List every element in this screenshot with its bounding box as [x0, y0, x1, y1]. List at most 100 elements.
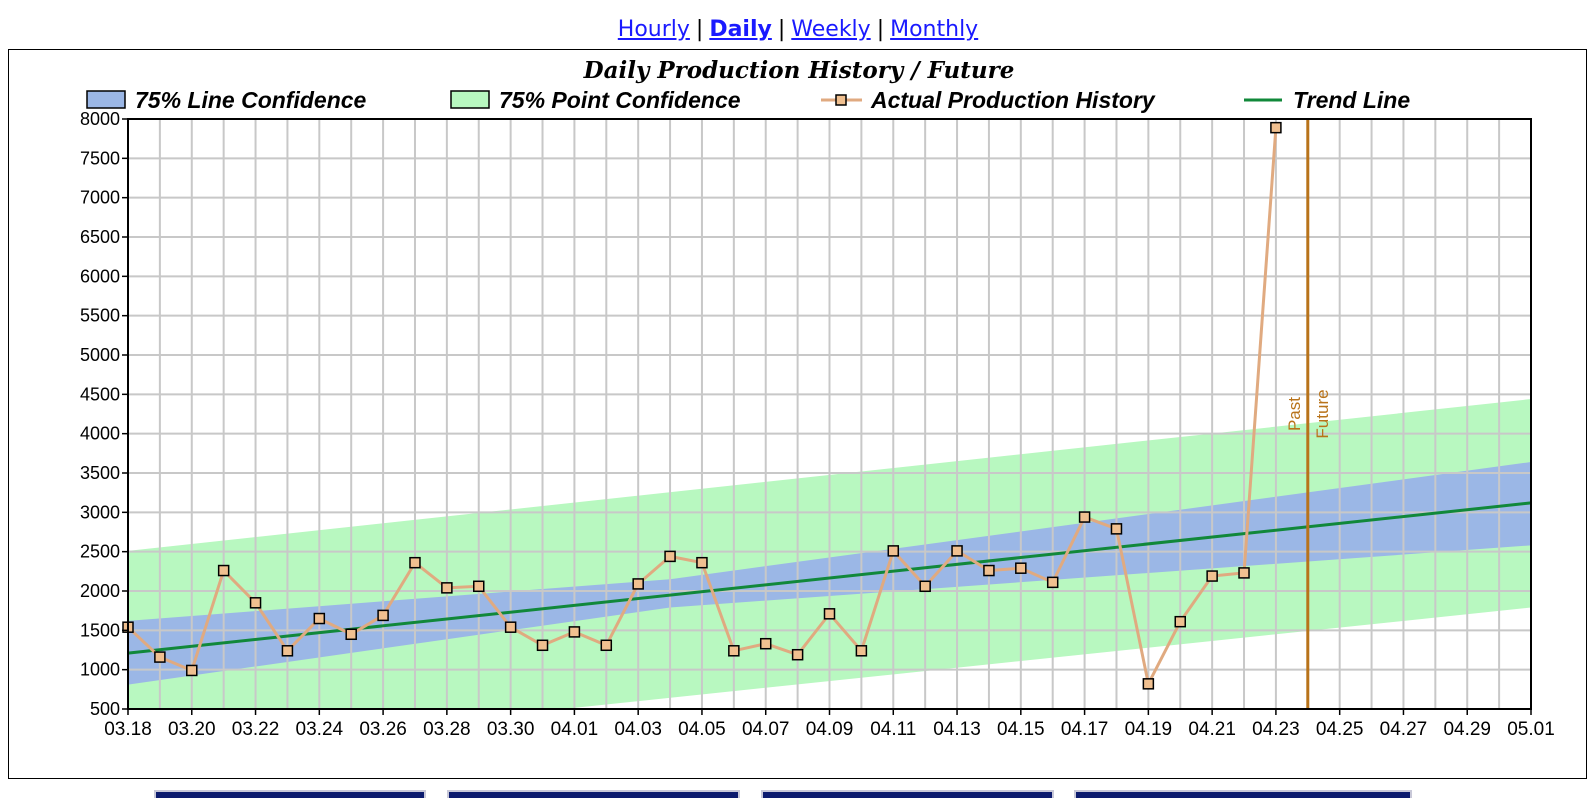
x-tick-label: 03.26: [359, 719, 407, 740]
data-point: [823, 608, 836, 620]
y-tick-label: 6000: [80, 266, 120, 286]
axes: 500 1000 1500 2000 2500 3000 3500 4000 4500 5000 5…: [80, 109, 1555, 740]
actual-history-layer: [122, 121, 1282, 690]
y-tick-label: 1500: [80, 620, 120, 640]
y-tick-label: 6500: [80, 227, 120, 247]
y-tick-label: 7000: [80, 188, 120, 208]
data-point: [1270, 121, 1282, 134]
data-point: [696, 556, 708, 569]
data-point: [536, 639, 549, 652]
bottom-button-1[interactable]: [154, 790, 426, 798]
x-tick-label: 05.01: [1507, 719, 1555, 740]
x-tick-label: 04.23: [1252, 719, 1300, 740]
data-point: [217, 564, 230, 577]
y-tick-label: 8000: [80, 109, 120, 129]
y-tick-label: 2000: [80, 581, 120, 601]
y-tick-label: 3500: [80, 463, 120, 483]
x-tick-label: 04.03: [614, 719, 662, 740]
nav-link-monthly[interactable]: Monthly: [890, 17, 979, 42]
legend-label-point-confidence: 75% Point Confidence: [499, 87, 741, 113]
x-tick-label: 04.11: [870, 719, 916, 740]
data-point: [1174, 615, 1186, 628]
data-point: [1046, 576, 1059, 589]
x-tick-label: 04.15: [997, 719, 1045, 740]
chart-title: Daily Production History / Future: [583, 57, 1015, 84]
data-point: [154, 651, 166, 663]
data-point: [791, 648, 804, 661]
data-point: [1142, 678, 1155, 690]
data-point: [600, 639, 613, 652]
data-point: [919, 580, 931, 593]
x-tick-label: 03.24: [296, 719, 344, 740]
legend-label-line-confidence: 75% Line Confidence: [135, 87, 367, 113]
x-tick-label: 03.18: [104, 719, 152, 740]
data-point: [664, 550, 676, 563]
nav-link-daily[interactable]: Daily: [709, 17, 772, 42]
x-tick-label: 03.30: [487, 719, 535, 740]
data-point: [186, 664, 198, 677]
x-tick-label: 04.19: [1125, 719, 1173, 740]
legend-label-trend: Trend Line: [1293, 87, 1410, 113]
data-point: [1110, 523, 1123, 535]
data-point: [855, 645, 868, 657]
production-chart: Past Future 500 1000 1500 2000 2500 3000 3500 40…: [80, 57, 1555, 740]
y-tick-label: 500: [90, 699, 120, 719]
data-point: [377, 609, 389, 622]
data-point: [249, 597, 262, 609]
data-point: [951, 545, 963, 557]
x-tick-label: 03.28: [423, 719, 471, 740]
past-future-divider: Past Future: [1285, 119, 1332, 709]
x-tick-label: 04.27: [1380, 719, 1428, 740]
legend-swatch-line-confidence: [86, 90, 126, 109]
chart-frame: Past Future 500 1000 1500 2000 2500 3000 3500 40…: [8, 49, 1587, 779]
data-point: [1078, 511, 1091, 523]
nav-separator: |: [876, 17, 885, 42]
x-tick-label: 03.20: [168, 719, 216, 740]
data-point: [409, 556, 421, 569]
legend-swatch-point-confidence: [450, 90, 490, 109]
bottom-button-4[interactable]: [1074, 790, 1412, 798]
x-tick-label: 04.25: [1316, 719, 1364, 740]
x-tick-label: 04.01: [551, 719, 599, 740]
x-tick-label: 04.17: [1061, 719, 1109, 740]
y-tick-label: 5500: [80, 306, 120, 326]
x-tick-label: 04.09: [806, 719, 854, 740]
x-tick-label: 04.13: [933, 719, 981, 740]
x-tick-label: 04.29: [1443, 719, 1491, 740]
data-point: [1238, 567, 1250, 579]
x-tick-label: 04.05: [678, 719, 726, 740]
y-tick-label: 5000: [80, 345, 120, 365]
x-tick-label: 04.07: [742, 719, 790, 740]
data-point: [759, 637, 772, 650]
legend: 75% Line Confidence 75% Point Confidence A…: [86, 87, 1410, 113]
nav-separator: |: [695, 17, 704, 42]
x-tick-label: 03.22: [232, 719, 280, 740]
y-tick-label: 4000: [80, 424, 120, 444]
data-point: [728, 645, 740, 657]
legend-marker-actual: [835, 94, 847, 106]
divider-label-future: Future: [1313, 389, 1332, 438]
nav-link-hourly[interactable]: Hourly: [617, 17, 690, 42]
data-point: [504, 621, 517, 633]
nav-separator: |: [777, 17, 786, 42]
nav-link-weekly[interactable]: Weekly: [791, 17, 871, 42]
x-tick-label: 04.21: [1188, 719, 1236, 740]
data-point: [473, 580, 485, 593]
divider-label-past: Past: [1285, 397, 1304, 431]
data-point: [281, 645, 294, 657]
y-tick-label: 3000: [80, 502, 120, 522]
data-point: [887, 545, 900, 557]
legend-label-actual: Actual Production History: [870, 87, 1156, 113]
data-point: [1015, 562, 1027, 574]
data-point: [568, 626, 581, 638]
y-tick-label: 4500: [80, 384, 120, 404]
data-point: [313, 612, 326, 625]
data-point: [983, 564, 995, 577]
data-point: [345, 628, 357, 641]
bottom-button-3[interactable]: [761, 790, 1054, 798]
data-point: [632, 578, 644, 590]
y-tick-label: 1000: [80, 660, 120, 680]
y-tick-label: 2500: [80, 542, 120, 562]
bottom-button-2[interactable]: [447, 790, 740, 798]
data-point: [1206, 570, 1218, 582]
